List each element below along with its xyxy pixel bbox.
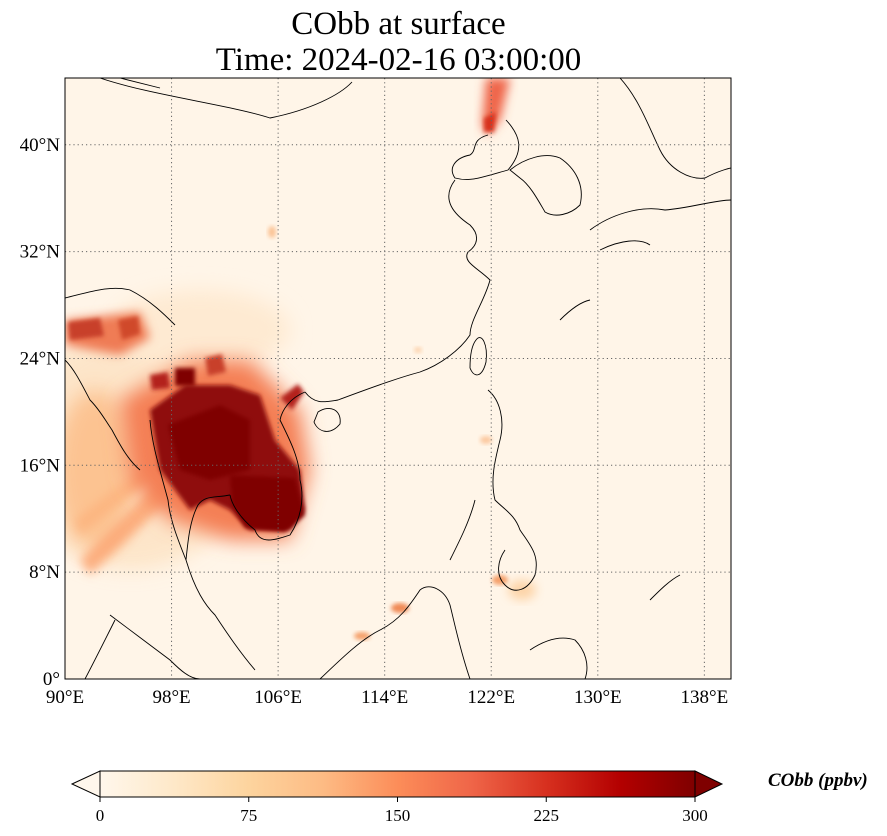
lon-tick-label: 90°E [46, 687, 84, 708]
lat-tick-labels: 0° 8°N 16°N 24°N 32°N 40°N [20, 135, 61, 690]
lon-tick-labels: 90°E 98°E 106°E 114°E 122°E 130°E 138°E [46, 687, 728, 708]
lat-tick-label: 16°N [20, 455, 61, 476]
map-title: CObb at surface [291, 6, 506, 42]
lon-tick-label: 106°E [254, 687, 302, 708]
lon-tick-label: 114°E [361, 687, 408, 708]
colorbar-title: CObb (ppbv) [768, 770, 868, 791]
colorbar-extend-high [694, 770, 724, 798]
colorbar-extend-low [70, 770, 101, 798]
colorbar-tick-label: 150 [385, 806, 411, 825]
lat-tick-label: 32°N [20, 242, 61, 263]
gridlines [65, 78, 731, 679]
colorbar-tick-label: 0 [96, 806, 105, 825]
colorbar-tick-label: 75 [240, 806, 257, 825]
colorbar-gradient [99, 770, 696, 798]
colorbar-tick-label: 225 [534, 806, 560, 825]
colorbar: 0 75 150 225 300 [70, 770, 724, 825]
lat-tick-label: 40°N [20, 135, 61, 156]
map-frame [64, 77, 732, 680]
lon-tick-label: 98°E [152, 687, 190, 708]
lat-tick-label: 0° [43, 669, 60, 690]
lon-tick-label: 122°E [467, 687, 515, 708]
lat-tick-label: 8°N [29, 562, 60, 583]
lat-tick-label: 24°N [20, 348, 61, 369]
concentration-field [65, 78, 536, 640]
lon-tick-label: 138°E [681, 687, 729, 708]
map-subtitle-time: Time: 2024-02-16 03:00:00 [215, 42, 582, 78]
colorbar-tick-label: 300 [682, 806, 708, 825]
lon-tick-label: 130°E [574, 687, 622, 708]
coastlines [65, 78, 731, 679]
